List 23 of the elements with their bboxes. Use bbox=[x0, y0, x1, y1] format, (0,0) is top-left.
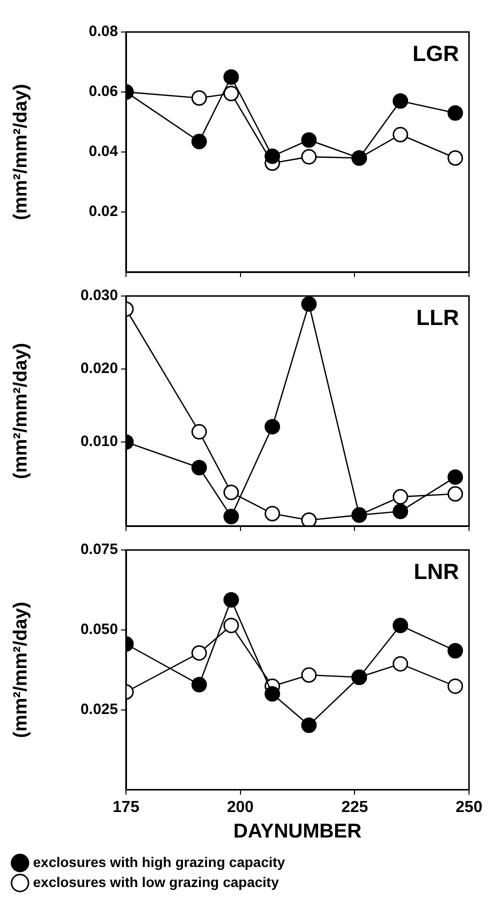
y-tick-label: 0.02 bbox=[88, 203, 118, 220]
x-tick-label: 200 bbox=[226, 798, 254, 816]
y-tick-label: 0.020 bbox=[80, 360, 118, 378]
y-axis-title: (mm²/mm²/day) bbox=[10, 84, 32, 220]
chart-title: LGR bbox=[412, 41, 460, 66]
legend-label: exclosures with low grazing capacity bbox=[33, 874, 280, 890]
y-tick-label: 0.050 bbox=[80, 621, 118, 638]
x-tick-label: 175 bbox=[112, 798, 140, 816]
chart-title: LNR bbox=[414, 559, 460, 584]
x-axis-title: DAYNUMBER bbox=[233, 820, 362, 843]
y-tick-label: 0.010 bbox=[80, 433, 118, 450]
legend-label: exclosures with high grazing capacity bbox=[33, 854, 286, 870]
x-tick-label: 250 bbox=[456, 798, 482, 816]
y-tick-label: 0.025 bbox=[80, 701, 118, 718]
x-tick-label: 225 bbox=[341, 798, 368, 816]
y-tick-label: 0.030 bbox=[80, 287, 118, 304]
y-tick-label: 0.075 bbox=[80, 541, 118, 558]
y-tick-label: 0.08 bbox=[88, 23, 118, 40]
y-tick-label: 0.04 bbox=[88, 143, 119, 160]
chart-title: LLR bbox=[416, 305, 460, 330]
y-axis-title: (mm²/mm²/day) bbox=[10, 342, 32, 480]
y-tick-label: 0.06 bbox=[88, 83, 118, 100]
y-axis-title: (mm²/mm²/day) bbox=[10, 602, 32, 738]
